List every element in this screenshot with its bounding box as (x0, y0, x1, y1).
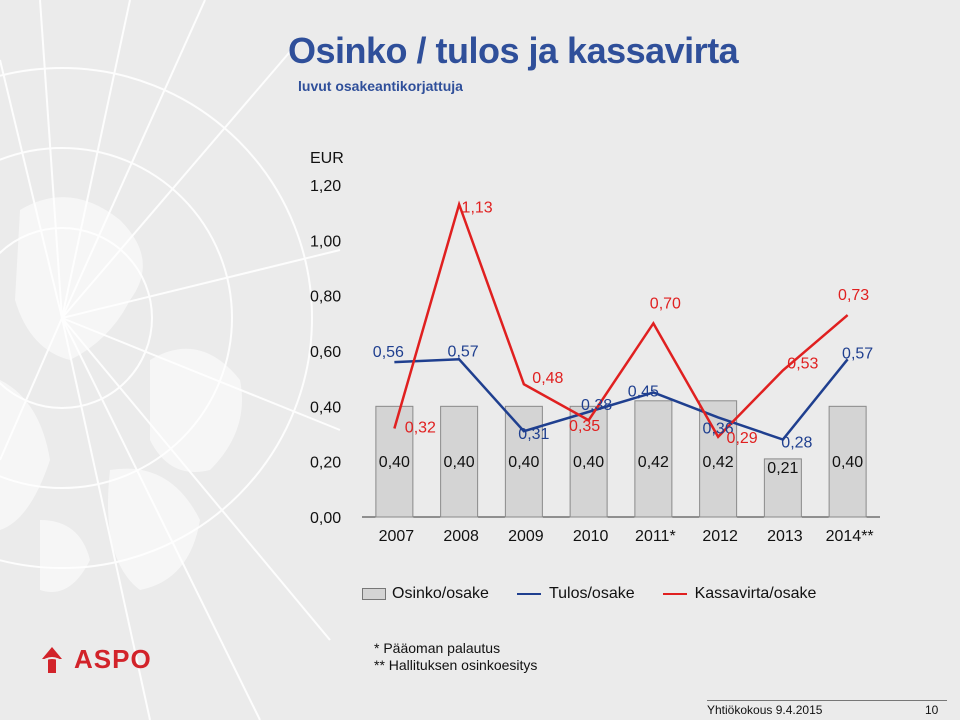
legend-label-bar: Osinko/osake (392, 585, 489, 602)
y-tick-label: 1,20 (310, 178, 341, 195)
data-label-cashflow: 0,70 (650, 295, 681, 312)
x-tick-label: 2008 (443, 528, 479, 545)
footnote-2: ** Hallituksen osinkoesitys (374, 657, 538, 673)
data-label-eps: 0,57 (842, 345, 873, 362)
bar-dividend (763, 458, 802, 518)
data-label-cashflow: 0,29 (727, 430, 758, 447)
data-label-dividend: 0,40 (379, 454, 410, 471)
legend-item-bar: Osinko/osake (362, 585, 489, 603)
x-tick-label: 2011* (635, 528, 676, 545)
footnotes: * Pääoman palautus ** Hallituksen osinko… (374, 640, 537, 674)
footer-text: Yhtiökokous 9.4.2015 (707, 703, 823, 717)
footnote-1: * Pääoman palautus (374, 640, 501, 656)
bar-dividend (504, 405, 543, 518)
data-label-cashflow: 0,35 (569, 418, 600, 435)
x-tick-label: 2009 (508, 528, 544, 545)
legend-item-eps: Tulos/osake (516, 585, 635, 603)
page-number: 10 (925, 703, 939, 717)
data-label-eps: 0,56 (373, 344, 404, 361)
legend-label-eps: Tulos/osake (548, 585, 635, 602)
legend-swatch-cashflow (662, 593, 687, 595)
data-label-dividend: 0,21 (767, 460, 798, 477)
data-label-cashflow: 1,13 (462, 199, 493, 216)
legend-label-cashflow: Kassavirta/osake (694, 585, 817, 602)
data-label-cashflow: 0,48 (532, 370, 563, 387)
bar-dividend (699, 400, 738, 518)
bar-dividend (440, 405, 479, 518)
data-label-eps: 0,57 (448, 343, 479, 360)
y-tick-label: 0,20 (310, 455, 341, 472)
data-label-cashflow: 0,32 (405, 419, 436, 436)
y-tick-label: 0,60 (310, 344, 341, 361)
data-label-eps: 0,28 (781, 435, 812, 452)
x-tick-label: 2010 (573, 528, 609, 545)
data-label-dividend: 0,40 (444, 454, 475, 471)
chart-legend: Osinko/osake Tulos/osake Kassavirta/osak… (362, 585, 844, 603)
x-tick-label: 2012 (702, 528, 738, 545)
aspo-logo: ASPO (38, 644, 152, 675)
logo-text: ASPO (74, 644, 152, 674)
page-title: Osinko / tulos ja kassavirta (288, 30, 739, 71)
legend-swatch-bar (362, 588, 386, 600)
footer-divider (707, 700, 947, 701)
data-label-dividend: 0,42 (703, 454, 734, 471)
data-label-dividend: 0,40 (508, 454, 539, 471)
x-tick-label: 2014** (826, 528, 874, 545)
x-tick-label: 2007 (379, 528, 415, 545)
bar-dividend (634, 400, 673, 518)
data-label-eps: 0,31 (518, 426, 549, 443)
data-label-eps: 0,45 (628, 384, 659, 401)
data-label-dividend: 0,42 (638, 454, 669, 471)
aspo-logo-icon (39, 646, 65, 673)
x-tick-label: 2013 (767, 528, 803, 545)
legend-item-cashflow: Kassavirta/osake (662, 585, 817, 603)
y-axis-unit: EUR (310, 150, 344, 167)
data-label-eps: 0,38 (581, 397, 612, 414)
data-label-cashflow: 0,53 (787, 355, 818, 372)
data-label-dividend: 0,40 (573, 454, 604, 471)
data-label-cashflow: 0,73 (838, 287, 869, 304)
line-cashflow (393, 200, 849, 439)
legend-swatch-eps (516, 593, 541, 595)
data-label-dividend: 0,40 (832, 454, 863, 471)
y-tick-label: 0,80 (310, 289, 341, 306)
line-eps (394, 358, 849, 441)
y-tick-label: 1,00 (310, 233, 341, 250)
y-tick-label: 0,40 (310, 399, 341, 416)
bar-dividend (569, 405, 608, 518)
data-label-eps: 0,36 (703, 420, 734, 437)
y-tick-label: 0,00 (310, 510, 341, 527)
page-subtitle: luvut osakeantikorjattuja (298, 78, 463, 94)
bar-dividend (828, 405, 867, 518)
